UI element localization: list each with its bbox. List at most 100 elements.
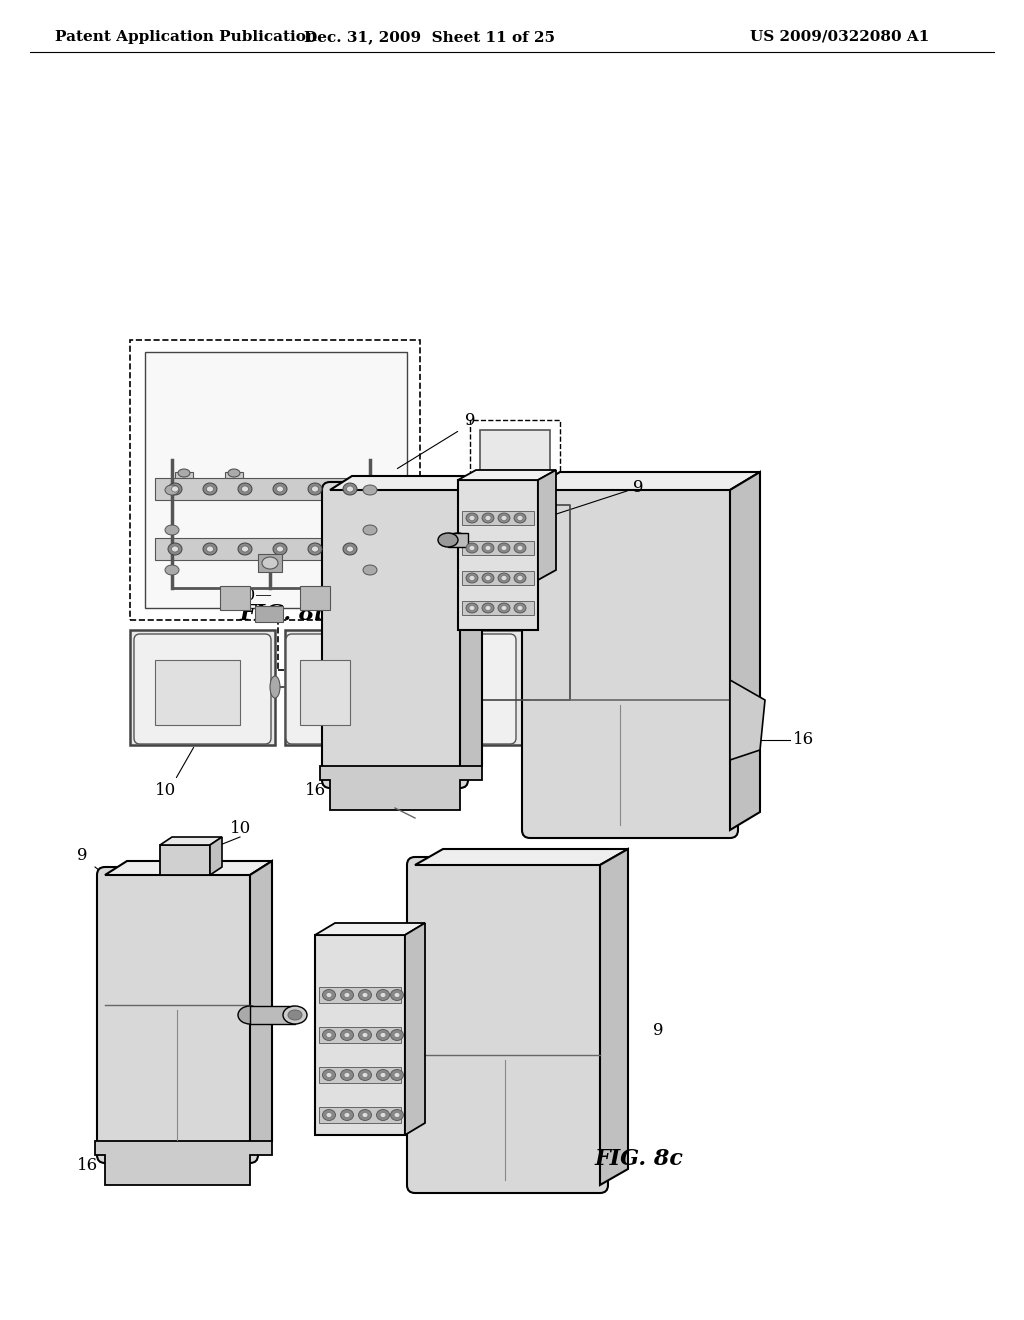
Ellipse shape bbox=[203, 483, 217, 495]
Bar bbox=[130, 630, 275, 744]
Ellipse shape bbox=[377, 1069, 389, 1081]
Ellipse shape bbox=[326, 993, 332, 998]
Ellipse shape bbox=[362, 1072, 368, 1077]
Ellipse shape bbox=[514, 543, 526, 553]
Ellipse shape bbox=[390, 1069, 403, 1081]
Polygon shape bbox=[530, 473, 760, 490]
Ellipse shape bbox=[485, 576, 490, 581]
Ellipse shape bbox=[362, 1032, 368, 1038]
Ellipse shape bbox=[276, 486, 284, 492]
Ellipse shape bbox=[466, 513, 478, 523]
Polygon shape bbox=[210, 837, 222, 875]
Polygon shape bbox=[105, 861, 272, 875]
Bar bbox=[225, 473, 243, 482]
Polygon shape bbox=[406, 923, 425, 1135]
Bar bbox=[155, 478, 375, 500]
Bar bbox=[319, 987, 401, 1003]
Text: 9: 9 bbox=[633, 479, 643, 496]
Bar bbox=[480, 484, 550, 540]
Ellipse shape bbox=[482, 543, 494, 553]
Ellipse shape bbox=[207, 546, 213, 552]
Ellipse shape bbox=[377, 1030, 389, 1040]
Ellipse shape bbox=[501, 545, 507, 550]
Bar bbox=[250, 1006, 295, 1024]
Ellipse shape bbox=[498, 543, 510, 553]
Ellipse shape bbox=[323, 1110, 336, 1121]
Bar bbox=[462, 572, 534, 585]
FancyBboxPatch shape bbox=[134, 634, 271, 744]
Ellipse shape bbox=[273, 543, 287, 554]
Bar bbox=[285, 630, 523, 744]
Text: 10: 10 bbox=[155, 781, 176, 799]
Text: FIG. 8c: FIG. 8c bbox=[595, 1148, 684, 1170]
Ellipse shape bbox=[344, 993, 350, 998]
Ellipse shape bbox=[228, 469, 240, 477]
Ellipse shape bbox=[326, 1113, 332, 1118]
Polygon shape bbox=[730, 473, 760, 830]
Bar bbox=[258, 554, 282, 572]
Ellipse shape bbox=[203, 543, 217, 554]
Text: Dec. 31, 2009  Sheet 11 of 25: Dec. 31, 2009 Sheet 11 of 25 bbox=[304, 30, 555, 44]
Ellipse shape bbox=[346, 486, 353, 492]
Ellipse shape bbox=[466, 543, 478, 553]
Ellipse shape bbox=[238, 1006, 262, 1024]
Text: Patent Application Publication: Patent Application Publication bbox=[55, 30, 317, 44]
Ellipse shape bbox=[501, 606, 507, 610]
Text: 9: 9 bbox=[653, 1022, 664, 1039]
Ellipse shape bbox=[469, 516, 475, 520]
Ellipse shape bbox=[341, 1030, 353, 1040]
Ellipse shape bbox=[238, 483, 252, 495]
Bar bbox=[300, 586, 330, 610]
Ellipse shape bbox=[207, 486, 213, 492]
Polygon shape bbox=[460, 477, 482, 780]
Ellipse shape bbox=[394, 1032, 400, 1038]
Ellipse shape bbox=[283, 1006, 307, 1024]
Ellipse shape bbox=[168, 543, 182, 554]
Ellipse shape bbox=[362, 565, 377, 576]
Ellipse shape bbox=[308, 483, 322, 495]
Bar bbox=[160, 845, 210, 875]
FancyBboxPatch shape bbox=[407, 857, 608, 1193]
Polygon shape bbox=[458, 470, 556, 480]
Ellipse shape bbox=[344, 1072, 350, 1077]
Bar bbox=[470, 420, 560, 550]
Ellipse shape bbox=[482, 603, 494, 612]
Text: 9: 9 bbox=[465, 412, 475, 429]
Polygon shape bbox=[538, 470, 556, 579]
Ellipse shape bbox=[270, 676, 280, 698]
Ellipse shape bbox=[346, 546, 353, 552]
Bar bbox=[319, 1107, 401, 1123]
Text: FIG. 8a: FIG. 8a bbox=[570, 564, 654, 583]
Text: 10: 10 bbox=[230, 820, 251, 837]
Ellipse shape bbox=[501, 576, 507, 581]
Ellipse shape bbox=[514, 573, 526, 583]
Ellipse shape bbox=[165, 565, 179, 576]
Polygon shape bbox=[95, 1140, 272, 1185]
Bar bbox=[130, 341, 420, 620]
Ellipse shape bbox=[498, 513, 510, 523]
Bar bbox=[458, 480, 538, 630]
Ellipse shape bbox=[485, 516, 490, 520]
Ellipse shape bbox=[362, 484, 377, 495]
Ellipse shape bbox=[517, 576, 523, 581]
Bar bbox=[319, 1027, 401, 1043]
Ellipse shape bbox=[323, 1030, 336, 1040]
Polygon shape bbox=[415, 849, 628, 865]
Ellipse shape bbox=[358, 1110, 372, 1121]
Ellipse shape bbox=[171, 546, 178, 552]
Ellipse shape bbox=[380, 1072, 386, 1077]
Ellipse shape bbox=[288, 1010, 302, 1020]
Ellipse shape bbox=[485, 545, 490, 550]
Ellipse shape bbox=[498, 573, 510, 583]
Ellipse shape bbox=[394, 1113, 400, 1118]
Text: US 2009/0322080 A1: US 2009/0322080 A1 bbox=[750, 30, 930, 44]
Ellipse shape bbox=[165, 484, 179, 495]
Ellipse shape bbox=[171, 486, 178, 492]
Ellipse shape bbox=[242, 546, 249, 552]
Polygon shape bbox=[330, 477, 482, 490]
Bar bbox=[155, 539, 375, 560]
Bar bbox=[278, 515, 534, 671]
Ellipse shape bbox=[242, 486, 249, 492]
Ellipse shape bbox=[485, 606, 490, 610]
Bar bbox=[175, 473, 193, 482]
